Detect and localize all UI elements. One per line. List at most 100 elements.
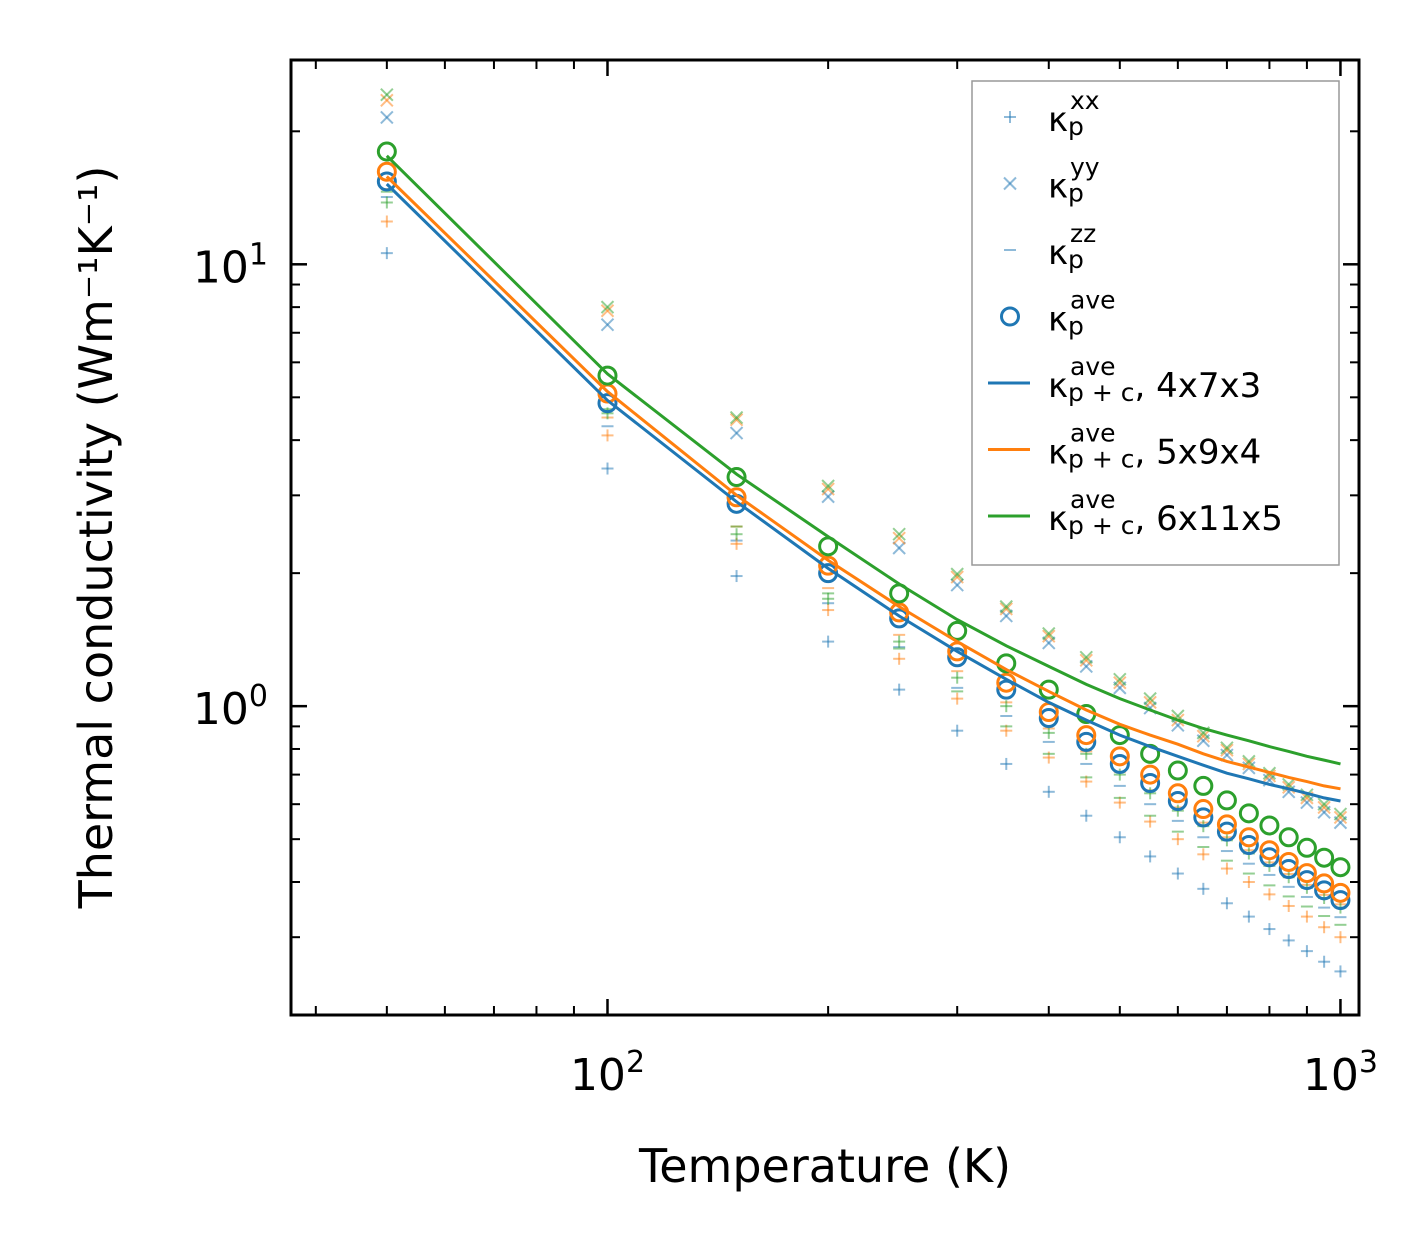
kappa-pc-ave-line-6x11x5 (385, 154, 1341, 766)
kappa-ave-point-4x7x3 (889, 608, 910, 629)
legend-superscript: yy (1070, 153, 1100, 182)
kappa-xx-point-5x9x4 (1197, 848, 1210, 861)
legend-superscript: ave (1070, 286, 1116, 315)
kappa-xx-point-6x11x5 (1000, 700, 1013, 713)
legend-superscript: ave (1070, 352, 1116, 381)
kappa-ave-point-6x11x5 (1216, 790, 1237, 811)
kappa-yy-point-5x9x4 (380, 93, 394, 108)
kappa-ave-point-4x7x3 (1238, 835, 1259, 856)
legend-superscript: zz (1070, 219, 1096, 248)
legend-superscript: ave (1070, 485, 1116, 514)
kappa-yy-point-4x7x3 (892, 541, 906, 555)
kappa-ave-point-5x9x4 (1330, 882, 1351, 903)
legend-label: κp + c, 4x7x3 (1048, 366, 1261, 407)
kappa-ave-point-4x7x3 (1216, 821, 1237, 842)
legend-box (971, 80, 1340, 566)
kappa-ave-point-6x11x5 (947, 620, 968, 641)
kappa-xx-point-4x7x3 (1144, 850, 1157, 863)
kappa-ave-point-5x9x4 (376, 161, 397, 182)
kappa-ave-point-4x7x3 (376, 171, 397, 192)
legend-handle (1000, 306, 1020, 327)
kappa-xx-point-4x7x3 (1263, 923, 1276, 936)
kappa-yy-point-5x9x4 (821, 482, 835, 496)
kappa-yy-point-5x9x4 (1220, 743, 1234, 757)
kappa-ave-point-5x9x4 (726, 487, 747, 508)
kappa-ave-point-5x9x4 (1216, 814, 1237, 835)
plot-frame (289, 58, 1361, 1017)
data-markers (376, 88, 1351, 978)
kappa-ave-point-4x7x3 (1038, 708, 1059, 729)
kappa-xx-point-5x9x4 (1220, 862, 1233, 875)
kappa-yy-point-6x11x5 (1143, 691, 1157, 706)
kappa-ave-point-4x7x3 (1167, 791, 1188, 812)
kappa-yy-point-5x9x4 (999, 602, 1013, 616)
kappa-xx-point-5x9x4 (1263, 888, 1276, 901)
kappa-ave-point-4x7x3 (996, 679, 1017, 700)
kappa-yy-point-5x9x4 (1042, 629, 1056, 643)
kappa-yy-point-5x9x4 (1143, 695, 1157, 710)
kappa-yy-point-6x11x5 (1042, 626, 1056, 641)
kappa-xx-point-4x7x3 (1113, 831, 1126, 844)
kappa-xx-point-5x9x4 (1282, 899, 1295, 912)
kappa-ave-point-4x7x3 (1109, 753, 1130, 774)
kappa-xx-point-6x11x5 (822, 592, 835, 605)
kappa-xx-point-6x11x5 (1113, 768, 1126, 781)
kappa-ave-point-4x7x3 (1330, 890, 1351, 911)
major-ticks (291, 60, 1359, 1015)
legend-label: κp + c, 6x11x5 (1048, 499, 1283, 540)
kappa-xx-point-5x9x4 (1171, 833, 1184, 846)
kappa-ave-point-5x9x4 (1259, 840, 1280, 861)
kappa-ave-point-5x9x4 (1314, 873, 1335, 894)
kappa-yy-point-6x11x5 (950, 567, 964, 581)
kappa-xx-point-5x9x4 (822, 604, 835, 617)
kappa-ave-point-6x11x5 (1259, 815, 1280, 836)
kappa-yy-point-6x11x5 (1333, 807, 1348, 821)
kappa-xx-point-6x11x5 (1144, 787, 1157, 800)
kappa-yy-point-4x7x3 (600, 317, 615, 332)
tick-labels: 102 103 100 101 (193, 237, 1378, 1101)
kappa-xx-point-6x11x5 (730, 528, 743, 541)
kappa-xx-point-4x7x3 (601, 462, 614, 475)
kappa-yy-point-5x9x4 (1079, 653, 1093, 668)
kappa-yy-point-6x11x5 (380, 88, 394, 102)
kappa-yy-point-5x9x4 (1113, 676, 1127, 690)
kappa-ave-point-5x9x4 (1140, 764, 1161, 785)
kappa-yy-point-5x9x4 (1333, 810, 1348, 825)
kappa-xx-point-4x7x3 (1000, 757, 1013, 770)
legend-handle (1004, 111, 1016, 123)
kappa-ave-point-4x7x3 (1076, 731, 1097, 752)
kappa-yy-point-6x11x5 (729, 410, 744, 425)
kappa-xx-point-6x11x5 (893, 635, 906, 648)
x-tick-label: 102 (570, 1045, 645, 1101)
kappa-ave-point-6x11x5 (1238, 803, 1259, 824)
kappa-yy-point-5x9x4 (950, 570, 964, 584)
kappa-yy-point-6x11x5 (1079, 650, 1093, 665)
kappa-yy-point-4x7x3 (729, 426, 744, 440)
kappa-ave-point-4x7x3 (1140, 773, 1161, 794)
y-tick-label: 101 (193, 237, 268, 293)
kappa-xx-point-5x9x4 (380, 215, 393, 228)
kappa-yy-point-5x9x4 (892, 531, 906, 545)
kappa-ave-point-6x11x5 (1167, 760, 1188, 781)
kappa-ave-point-6x11x5 (1193, 775, 1214, 796)
kappa-ave-point-6x11x5 (1296, 837, 1317, 858)
legend-superscript: xx (1070, 86, 1100, 115)
kappa-yy-point-5x9x4 (729, 412, 744, 427)
kappa-ave-point-6x11x5 (1314, 847, 1335, 868)
kappa-xx-point-4x7x3 (951, 724, 964, 737)
kappa-ave-point-6x11x5 (1330, 857, 1351, 878)
kappa-xx-point-5x9x4 (1318, 921, 1331, 934)
kappa-xx-point-5x9x4 (601, 429, 614, 442)
kappa-yy-point-6x11x5 (1220, 741, 1234, 755)
y-axis-label: Thermal conductivity (Wm⁻¹K⁻¹) (69, 166, 123, 910)
x-tick-label: 103 (1303, 1045, 1378, 1101)
kappa-xx-point-4x7x3 (1242, 910, 1255, 923)
kappa-ave-point-5x9x4 (1109, 746, 1130, 767)
legend-superscript: ave (1070, 419, 1116, 448)
kappa-xx-point-5x9x4 (1242, 875, 1255, 888)
kappa-ave-point-4x7x3 (1259, 847, 1280, 868)
kappa-xx-point-4x7x3 (1171, 867, 1184, 880)
kappa-xx-point-5x9x4 (1334, 931, 1347, 944)
kappa-xx-point-4x7x3 (822, 635, 835, 648)
